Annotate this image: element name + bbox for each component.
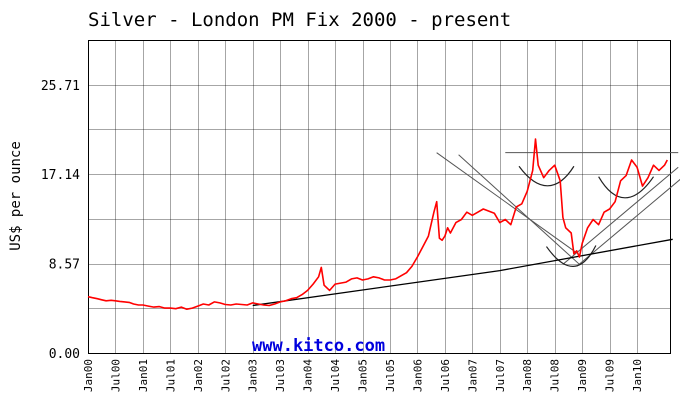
x-tick-label: Jan10: [631, 359, 644, 392]
x-tick-label: Jul09: [604, 359, 617, 392]
x-tick-label: Jan07: [466, 359, 479, 392]
pattern-layer: [436, 152, 680, 267]
x-tick-label: Jul05: [384, 359, 397, 392]
trend-layer: [252, 238, 673, 307]
series-layer: [87, 138, 669, 311]
x-tick-label: Jan00: [82, 359, 95, 392]
x-tick-label: Jan09: [576, 359, 589, 392]
plot-frame: [88, 40, 671, 354]
x-tick-label: Jan03: [247, 359, 260, 392]
y-axis-label: US$ per ounce: [8, 141, 24, 251]
chart-title: Silver - London PM Fix 2000 - present: [88, 9, 511, 31]
x-tick-label: Jul07: [494, 359, 507, 392]
x-tick-label: Jul00: [109, 359, 122, 392]
pattern-line: [458, 154, 580, 265]
y-tick-label: 25.71: [41, 79, 80, 94]
pattern-line: [436, 152, 577, 254]
x-tick-label: Jul03: [274, 359, 287, 392]
pattern-arc: [545, 245, 597, 267]
x-tick-label: Jul01: [164, 359, 177, 392]
y-tick-label: 17.14: [41, 168, 80, 183]
y-tick-label: 8.57: [49, 258, 80, 273]
x-tick-label: Jul06: [439, 359, 452, 392]
x-tick-label: Jul02: [219, 359, 232, 392]
pattern-line: [562, 166, 679, 265]
x-tick-label: Jan08: [521, 359, 534, 392]
watermark-text: www.kitco.com: [252, 336, 385, 356]
x-tick-label: Jul04: [329, 359, 342, 392]
pattern-arc: [598, 176, 655, 199]
x-tick-label: Jan05: [357, 359, 370, 392]
price-series-line: [87, 138, 669, 311]
pattern-arc: [518, 165, 575, 187]
trendline: [252, 238, 673, 307]
x-tick-label: Jul08: [549, 359, 562, 392]
grid-layer: [88, 40, 670, 353]
axis-layer: [88, 40, 671, 354]
x-tick-label: Jan01: [137, 359, 150, 392]
x-tick-label: Jan06: [411, 359, 424, 392]
tick-layer: 0.00 8.57 17.14 25.71 Jan00 Jul00 Jan01 Jul01 Ja…: [41, 79, 644, 392]
x-tick-label: Jan04: [302, 359, 315, 392]
x-tick-label: Jan02: [192, 359, 205, 392]
y-tick-label: 0.00: [49, 347, 80, 362]
pattern-line: [576, 178, 680, 267]
